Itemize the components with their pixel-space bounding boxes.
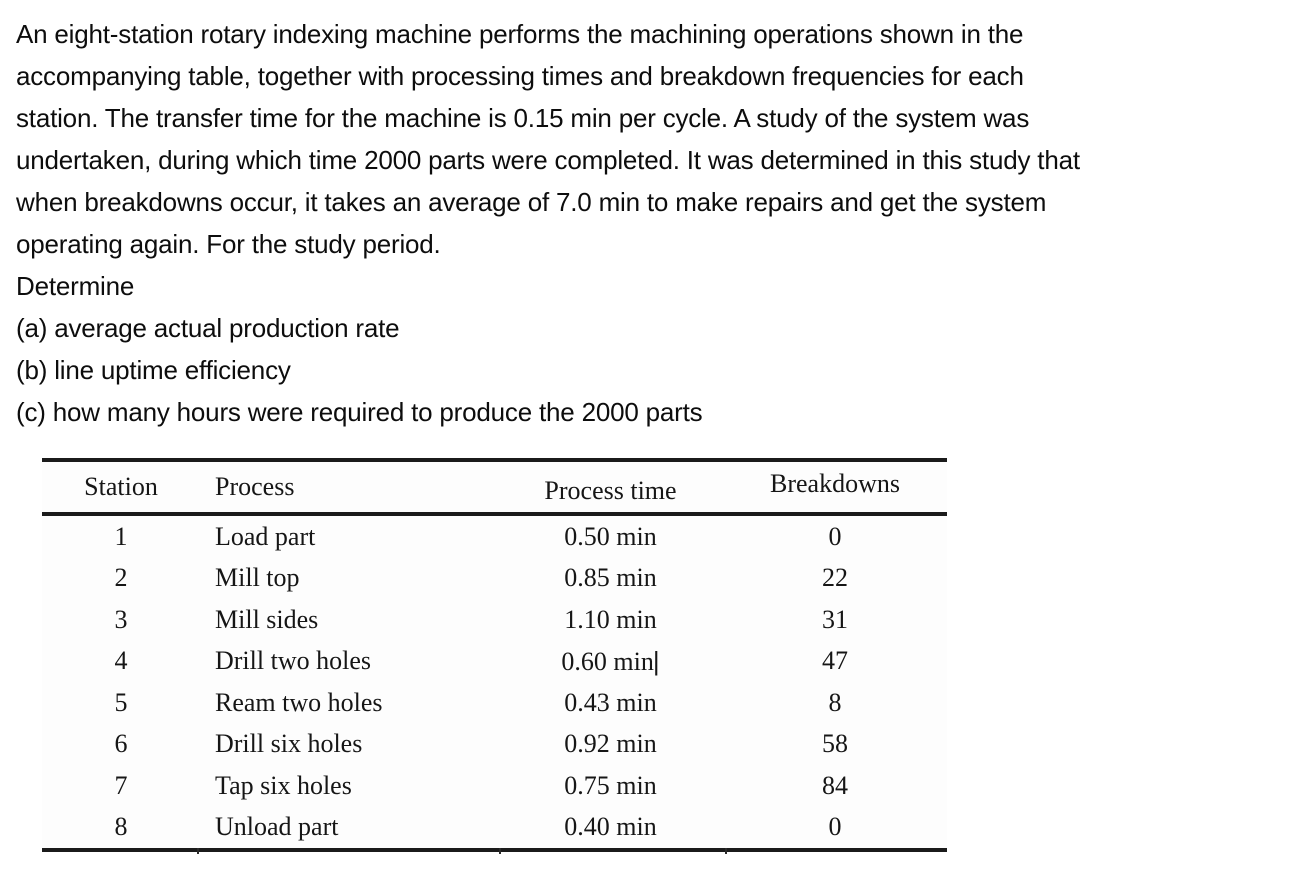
column-tick [725,848,727,854]
process-time-cell: 0.85 min [564,563,657,593]
paragraph-line: An eight-station rotary indexing machine… [16,19,1024,49]
process-time-cell: 0.43 min [564,687,657,717]
process-time-cell: 0.40 min [564,812,657,842]
column-header-station: Station [84,472,158,501]
process-cell: Drill two holes [215,646,371,676]
stations-table: Station Process Process time Breakdowns … [42,458,947,854]
process-cell: Unload part [215,812,339,842]
station-cell: 2 [114,563,128,593]
process-cell: Load part [215,521,316,551]
question-item-c: (c) how many hours were required to prod… [16,397,703,427]
breakdowns-cell: 31 [822,604,848,634]
breakdowns-cell: 22 [822,563,848,593]
table-row: 1 Load part 0.50 min 0 [42,516,947,558]
process-cell: Mill sides [215,604,319,634]
breakdowns-cell: 0 [828,812,842,842]
table-row: 6 Drill six holes 0.92 min 58 [42,724,947,766]
process-time-cell[interactable]: 0.60 min| [498,646,723,677]
column-header-breakdowns: Breakdowns [770,469,900,498]
process-time-cell: 0.50 min [564,521,657,551]
table-bottom-rule [42,848,947,852]
column-tick [197,848,199,854]
table-row: 5 Ream two holes 0.43 min 8 [42,682,947,724]
text-cursor: | [652,645,660,676]
table-top-rule [42,458,947,462]
paragraph-line: when breakdowns occur, it takes an avera… [16,187,1047,217]
process-time-cell: 1.10 min [564,604,657,634]
table-header-row: Station Process Process time Breakdowns [42,462,947,512]
station-cell: 7 [114,770,128,800]
table-body: 1 Load part 0.50 min 0 2 Mill top 0.85 m… [42,516,947,848]
question-item-b: (b) line uptime efficiency [16,355,291,385]
process-time-cell: 0.92 min [564,729,657,759]
station-cell: 5 [114,687,128,717]
station-cell: 1 [114,521,128,551]
breakdowns-cell: 58 [822,729,848,759]
process-cell: Drill six holes [215,729,363,759]
breakdowns-cell: 8 [828,687,842,717]
determine-label: Determine [16,271,135,301]
breakdowns-cell: 47 [822,646,848,676]
process-cell: Tap six holes [215,770,352,800]
table-header-rule [42,512,947,516]
column-header-process-time: Process time [544,476,677,505]
paragraph-line: operating again. For the study period. [16,229,441,259]
table-row: 3 Mill sides 1.10 min 31 [42,599,947,641]
table-row: 4 Drill two holes 0.60 min| 47 [42,641,947,683]
station-cell: 3 [114,604,128,634]
station-cell: 8 [114,812,128,842]
process-time-value: 0.60 min [561,646,654,676]
table-row: 8 Unload part 0.40 min 0 [42,807,947,849]
table-row: 2 Mill top 0.85 min 22 [42,558,947,600]
station-cell: 4 [114,646,128,676]
paragraph-line: accompanying table, together with proces… [16,61,1024,91]
process-cell: Ream two holes [215,687,383,717]
breakdowns-cell: 0 [828,521,842,551]
column-tick [499,848,501,854]
paragraph-line: station. The transfer time for the machi… [16,103,1030,133]
problem-statement: An eight-station rotary indexing machine… [16,13,1299,433]
process-cell: Mill top [215,563,300,593]
breakdowns-cell: 84 [822,770,848,800]
station-cell: 6 [114,729,128,759]
question-item-a: (a) average actual production rate [16,313,400,343]
column-header-process: Process [215,472,295,501]
process-time-cell: 0.75 min [564,770,657,800]
table-row: 7 Tap six holes 0.75 min 84 [42,765,947,807]
paragraph-line: undertaken, during which time 2000 parts… [16,145,1080,175]
